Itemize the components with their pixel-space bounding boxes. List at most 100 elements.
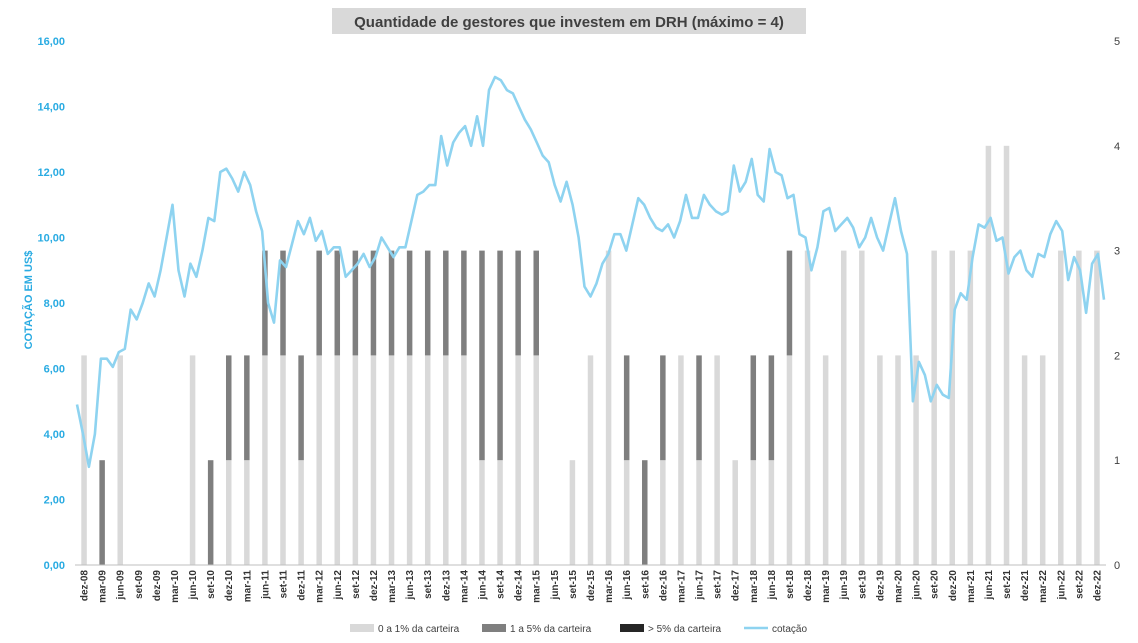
bar-segment: [406, 355, 413, 565]
bar-segment: [388, 250, 395, 356]
left-axis-tick-label: 4,00: [44, 429, 65, 441]
x-tick-label: mar-11: [242, 570, 253, 603]
x-tick-label: dez-08: [80, 570, 91, 602]
bar-segment: [859, 250, 865, 565]
bar-segment: [840, 250, 847, 565]
x-tick-label: jun-16: [622, 570, 633, 601]
bar-segment: [334, 250, 341, 356]
x-tick-label: mar-20: [893, 570, 904, 603]
left-axis-tick-label: 12,00: [37, 167, 65, 179]
x-tick-label: jun-21: [984, 570, 995, 601]
left-axis-tick-label: 8,00: [44, 298, 65, 310]
legend-swatch: [482, 624, 506, 632]
bar-segment: [642, 460, 648, 565]
x-tick-label: set-13: [423, 570, 434, 599]
x-tick-label: dez-14: [514, 570, 525, 602]
x-tick-label: jun-19: [839, 570, 850, 601]
x-tick-label: dez-19: [875, 570, 886, 602]
left-axis-tick-label: 6,00: [44, 364, 65, 376]
x-tick-label: set-11: [279, 570, 290, 599]
bar-segment: [786, 250, 793, 356]
x-tick-label: mar-21: [966, 570, 977, 603]
left-axis-tick-label: 2,00: [44, 495, 65, 507]
bar-segment: [678, 355, 684, 565]
bar-segment: [424, 355, 431, 565]
x-tick-label: dez-20: [948, 570, 959, 602]
x-tick-label: mar-22: [1038, 570, 1049, 603]
bar-segment: [225, 460, 232, 565]
bar-segment: [786, 355, 793, 565]
legend-label: 0 a 1% da carteira: [378, 624, 460, 635]
x-tick-label: jun-15: [550, 570, 561, 601]
x-tick-label: jun-20: [912, 570, 923, 601]
legend-label: cotação: [772, 624, 807, 635]
series-line-cotacao: [75, 75, 1106, 469]
bar-segment: [461, 355, 467, 565]
bar-segment: [1003, 145, 1010, 566]
x-tick-label: jun-17: [695, 570, 706, 601]
bar-segment: [461, 250, 467, 356]
bar-segment: [443, 250, 449, 356]
bar-segment: [334, 355, 341, 565]
bar-segment: [913, 355, 919, 565]
bar-segment: [732, 460, 738, 565]
right-axis-tick-label: 3: [1114, 246, 1120, 258]
x-tick-label: set-20: [930, 570, 941, 599]
bar-segment: [497, 250, 503, 461]
bar-segment: [280, 250, 286, 356]
x-tick-label: mar-17: [676, 570, 687, 603]
bar-segment: [479, 250, 485, 461]
legend-label: > 5% da carteira: [648, 624, 722, 635]
bar-segment: [1058, 250, 1064, 565]
bar-segment: [895, 355, 901, 565]
price-line-group: [75, 75, 1106, 469]
x-tick-label: set-14: [496, 570, 507, 599]
x-tick-label: dez-22: [1092, 570, 1103, 602]
left-axis-tick-label: 14,00: [37, 102, 65, 114]
bar-segment: [370, 355, 377, 565]
bar-segment: [244, 460, 250, 565]
bar-segment: [623, 355, 630, 461]
x-tick-label: set-17: [713, 570, 724, 599]
x-tick-label: dez-18: [803, 570, 814, 602]
x-tick-label: mar-09: [98, 570, 109, 603]
bar-segment: [262, 355, 268, 565]
right-axis-tick-label: 0: [1114, 560, 1120, 572]
x-tick-label: dez-12: [369, 570, 380, 602]
x-tick-label: set-12: [351, 570, 362, 599]
legend: 0 a 1% da carteira 1 a 5% da carteira > 5%…: [350, 624, 807, 635]
x-tick-label: dez-13: [441, 570, 452, 602]
x-tick-label: set-15: [568, 570, 579, 599]
bar-segment: [262, 250, 268, 356]
bar-segment: [424, 250, 431, 356]
bar-segment: [207, 460, 214, 565]
bar-segment: [99, 460, 105, 565]
x-tick-label: mar-15: [532, 570, 543, 603]
bar-segment: [1094, 250, 1100, 565]
bar-segment: [768, 460, 775, 565]
x-tick-label: jun-12: [333, 570, 344, 601]
bar-segment: [370, 250, 377, 356]
x-tick-label: dez-21: [1020, 570, 1031, 602]
chart-title-background: [332, 8, 806, 34]
x-tick-label: jun-14: [477, 570, 488, 601]
bar-segment: [515, 355, 521, 565]
bar-segment: [877, 355, 883, 565]
bar-segment: [298, 355, 304, 461]
x-tick-label: jun-11: [260, 570, 271, 600]
bar-segment: [388, 355, 395, 565]
x-tick-label: set-22: [1074, 570, 1085, 599]
bar-segment: [750, 460, 757, 565]
x-tick-label: jun-18: [767, 570, 778, 601]
left-axis-tick-label: 10,00: [37, 233, 65, 245]
bar-segment: [352, 355, 359, 565]
bar-segment: [479, 460, 485, 565]
bar-segment: [225, 355, 232, 461]
bar-segment: [949, 250, 956, 565]
x-tick-label: jun-10: [188, 570, 199, 601]
x-tick-label: set-21: [1002, 570, 1013, 599]
bar-segment: [660, 460, 666, 565]
x-tick-label: mar-16: [604, 570, 615, 603]
x-tick-label: dez-16: [658, 570, 669, 602]
